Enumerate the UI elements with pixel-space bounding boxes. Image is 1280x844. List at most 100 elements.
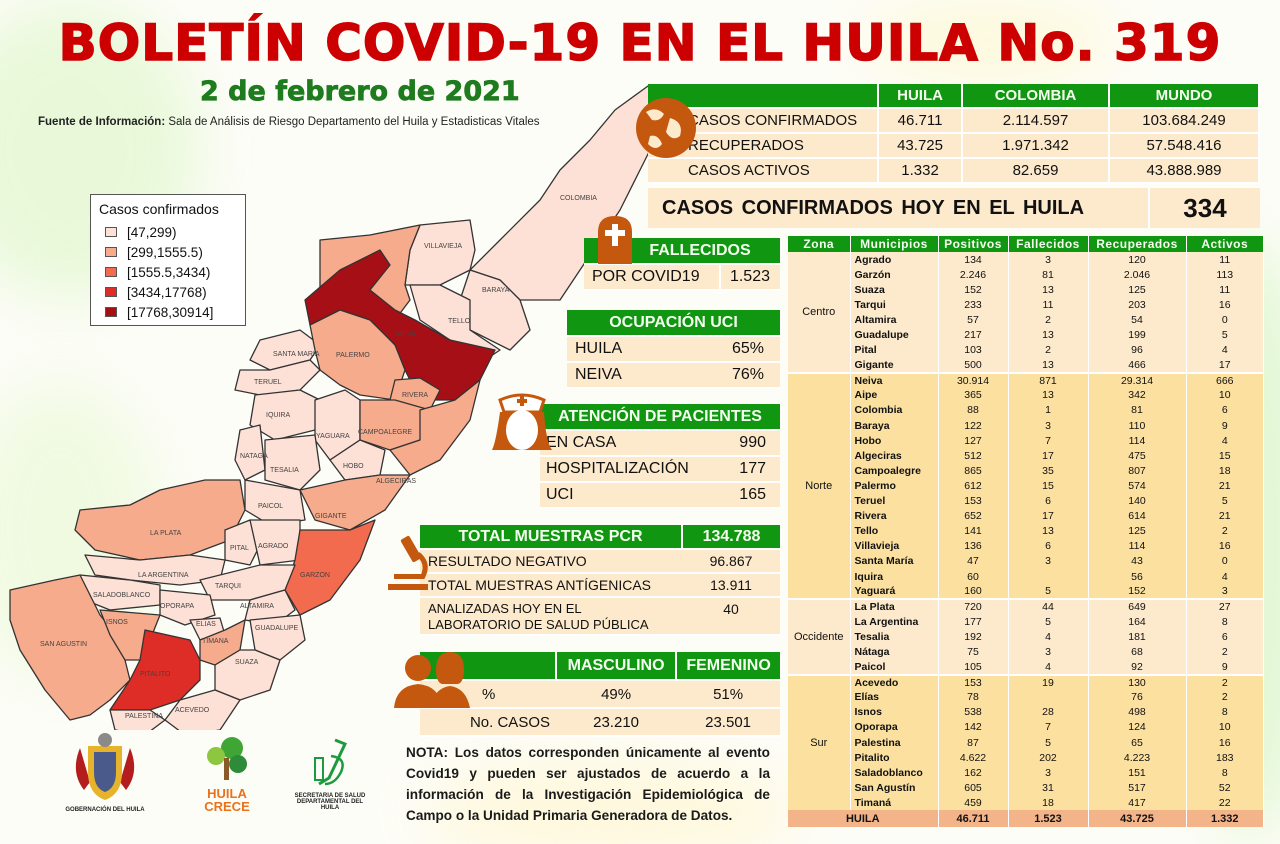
sexo-label: No. CASOS	[420, 708, 556, 737]
cell-recuperados: 120	[1088, 252, 1187, 268]
cell-activos: 16	[1186, 297, 1264, 313]
cell-recuperados: 649	[1088, 598, 1187, 615]
map-legend: Casos confirmados [47,299) [299,1555.5) …	[90, 194, 246, 326]
cell-fallecidos: 6	[1008, 538, 1089, 554]
svg-text:HOBO: HOBO	[343, 463, 364, 470]
cell-fallecidos: 13	[1008, 327, 1089, 343]
secretaria-caption-line1: SECRETARIA DE SALUD	[294, 793, 366, 799]
municipio-name: Pital	[850, 342, 939, 358]
svg-text:OPORAPA: OPORAPA	[160, 603, 194, 610]
cell-recuperados: 181	[1088, 629, 1187, 645]
pcr-value: 96.867	[682, 549, 780, 574]
today-cases-banner: CASOS CONFIRMADOS HOY EN EL HUILA 334	[648, 188, 1260, 228]
cell-huila: 46.711	[878, 108, 964, 134]
legend-title: Casos confirmados	[99, 201, 219, 217]
cell-recuperados: 498	[1088, 704, 1187, 720]
municipio-name: La Plata	[850, 598, 939, 615]
cell-positivos: 177	[938, 614, 1009, 630]
table-row: Aipe 365 13 342 10	[788, 387, 1264, 403]
cell-recuperados: 199	[1088, 327, 1187, 343]
svg-text:ELIAS: ELIAS	[196, 621, 216, 628]
table-row: Timaná 459 18 417 22	[788, 795, 1264, 811]
cell-activos: 2	[1186, 644, 1264, 660]
cell-positivos: 57	[938, 312, 1009, 328]
cell-fallecidos: 44	[1008, 598, 1089, 615]
legend-label: [47,299)	[127, 224, 177, 240]
zone-cell: Centro	[788, 252, 851, 373]
summary-header-row: HUILA COLOMBIA MUNDO	[648, 84, 1261, 109]
cell-huila: 43.725	[878, 133, 964, 159]
svg-text:AGRADO: AGRADO	[258, 543, 289, 550]
cell-recuperados: 574	[1088, 478, 1187, 494]
table-row: Gigante 500 13 466 17	[788, 357, 1264, 373]
note-label: NOTA:	[406, 745, 449, 760]
table-row: Pitalito 4.622 202 4.223 183	[788, 750, 1264, 766]
municipio-name: Pitalito	[850, 750, 939, 766]
column-header: HUILA	[878, 84, 964, 109]
cell-fallecidos	[1008, 689, 1089, 705]
atencion-value: 165	[728, 482, 780, 509]
cell-activos: 2	[1186, 673, 1264, 690]
pcr-label: RESULTADO NEGATIVO	[420, 549, 682, 574]
cell-masculino: 23.210	[556, 708, 677, 737]
cell-positivos: 136	[938, 538, 1009, 554]
report-date: 2 de febrero de 2021	[200, 76, 521, 108]
cell-recuperados: 125	[1088, 282, 1187, 298]
gobernacion-caption: GOBERNACIÓN DEL HUILA	[65, 807, 145, 813]
legend-swatch	[105, 247, 117, 257]
table-row: Centro Agrado 134 3 120 11	[788, 252, 1264, 373]
cell-activos: 17	[1186, 357, 1264, 373]
svg-text:GIGANTE: GIGANTE	[315, 513, 347, 520]
background-decoration	[420, 760, 800, 844]
cell-fallecidos: 19	[1008, 673, 1089, 690]
cell-activos: 5	[1186, 327, 1264, 343]
municipio-name: Teruel	[850, 493, 939, 509]
svg-text:LA PLATA: LA PLATA	[150, 530, 182, 537]
cell-positivos: 127	[938, 433, 1009, 449]
legend-swatch	[105, 227, 117, 237]
cell-activos: 666	[1186, 371, 1264, 388]
note-body: Los datos corresponden únicamente al eve…	[406, 745, 770, 823]
pcr-value: 13.911	[682, 573, 780, 598]
cell-activos: 8	[1186, 614, 1264, 630]
table-row: Saladoblanco 162 3 151 8	[788, 765, 1264, 781]
cell-fallecidos: 17	[1008, 448, 1089, 464]
pcr-label-line2: LABORATORIO DE SALUD PÚBLICA	[428, 617, 649, 632]
cell-recuperados: 807	[1088, 463, 1187, 479]
svg-text:NEIVA: NEIVA	[395, 331, 416, 338]
svg-text:RIVERA: RIVERA	[402, 392, 428, 399]
svg-text:SUAZA: SUAZA	[235, 659, 259, 666]
municipio-name: Timaná	[850, 795, 939, 811]
municipio-name: Altamira	[850, 312, 939, 328]
cell-recuperados: 124	[1088, 719, 1187, 735]
cell-positivos: 459	[938, 795, 1009, 811]
table-row: Oporapa 142 7 124 10	[788, 719, 1264, 735]
table-row: Teruel 153 6 140 5	[788, 493, 1264, 509]
cell-fallecidos: 28	[1008, 704, 1089, 720]
cell-activos: 2	[1186, 689, 1264, 705]
legend-label: [3434,17768)	[127, 284, 207, 300]
cell-positivos: 2.246	[938, 267, 1009, 283]
svg-text:SAN AGUSTIN: SAN AGUSTIN	[40, 641, 87, 648]
cases-by-sex-table: MASCULINO FEMENINO % 49% 51% No. CASOS 23.2…	[420, 652, 780, 737]
map-region-teruel	[234, 359, 321, 396]
svg-text:TARQUI: TARQUI	[215, 583, 241, 590]
svg-text:TELLO: TELLO	[448, 318, 471, 325]
atencion-value: 177	[728, 456, 780, 483]
cell-positivos: 153	[938, 493, 1009, 509]
svg-text:GUADALUPE: GUADALUPE	[255, 625, 299, 632]
total-recuperados: 43.725	[1088, 810, 1187, 828]
source-label: Fuente de Información:	[38, 116, 166, 128]
cell-activos: 10	[1186, 719, 1264, 735]
fallecidos-value: 1.523	[719, 264, 780, 291]
table-row: Guadalupe 217 13 199 5	[788, 327, 1264, 343]
cell-activos: 9	[1186, 659, 1264, 675]
cell-colombia: 2.114.597	[962, 108, 1110, 134]
cell-recuperados: 140	[1088, 493, 1187, 509]
municipio-name: Tello	[850, 523, 939, 539]
cell-positivos: 142	[938, 719, 1009, 735]
cell-fallecidos: 2	[1008, 312, 1089, 328]
cell-fallecidos: 81	[1008, 267, 1089, 283]
municipio-name: Algeciras	[850, 448, 939, 464]
cell-fallecidos: 7	[1008, 719, 1089, 735]
